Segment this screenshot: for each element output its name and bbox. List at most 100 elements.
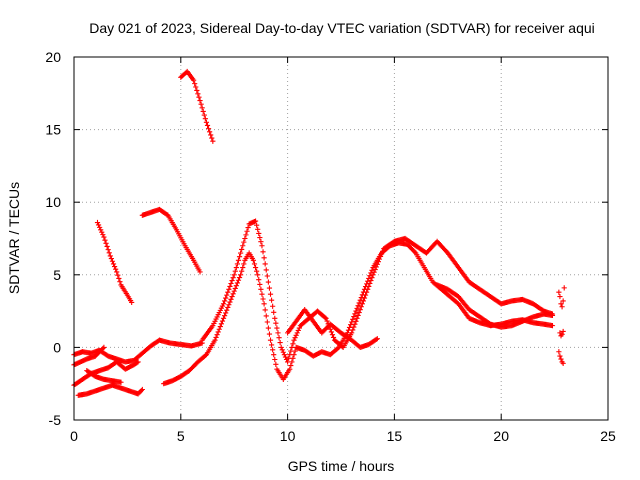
data-point: [558, 356, 564, 362]
data-point: [335, 345, 341, 351]
data-point: [245, 225, 251, 231]
data-point: [380, 248, 386, 254]
data-point: [371, 269, 377, 275]
data-point: [288, 362, 294, 369]
data-point: [258, 286, 264, 292]
data-point: [129, 299, 135, 305]
data-point: [275, 330, 281, 336]
data-series-s7: [75, 382, 145, 398]
data-point: [233, 283, 239, 289]
data-point: [355, 312, 361, 319]
data-point: [262, 261, 268, 267]
data-point: [224, 292, 230, 298]
data-point: [350, 327, 356, 333]
data-point: [202, 352, 208, 359]
data-point: [226, 286, 232, 292]
data-point: [351, 324, 357, 330]
data-point: [271, 352, 277, 358]
data-point: [352, 311, 358, 317]
data-point: [118, 379, 124, 385]
y-tick-label: -5: [49, 412, 62, 428]
data-series-s13: [556, 285, 567, 310]
data-point: [257, 281, 263, 288]
data-point: [250, 257, 257, 263]
x-tick-label: 5: [177, 428, 185, 444]
data-point: [200, 108, 206, 115]
data-point: [241, 239, 247, 245]
data-point: [291, 337, 297, 343]
data-point: [254, 222, 260, 228]
data-point: [236, 274, 243, 281]
data-series-s12: [434, 282, 556, 330]
data-point: [255, 226, 261, 232]
data-point: [279, 347, 285, 353]
data-point: [230, 291, 236, 297]
data-point: [194, 87, 200, 93]
data-series-s2: [139, 206, 203, 275]
data-point: [109, 258, 116, 264]
data-point: [260, 249, 266, 255]
y-tick-label: 15: [45, 122, 61, 138]
data-point: [377, 253, 384, 260]
data-series-s14: [557, 328, 566, 339]
data-point: [207, 129, 213, 135]
data-point: [201, 112, 207, 118]
grid-layer: [74, 57, 608, 420]
x-tick-label: 20: [493, 428, 509, 444]
data-point: [195, 91, 201, 97]
data-point: [556, 349, 562, 355]
data-point: [263, 313, 269, 319]
data-point: [259, 291, 265, 297]
data-point: [105, 247, 111, 253]
data-point: [268, 297, 275, 303]
data-point: [94, 219, 101, 226]
data-point: [232, 268, 238, 274]
data-point: [231, 272, 237, 278]
data-point: [282, 354, 289, 360]
data-point: [241, 261, 247, 267]
data-point: [202, 116, 208, 122]
data-point: [101, 344, 107, 350]
y-tick-label: 5: [53, 267, 61, 283]
data-series-s10: [199, 218, 556, 365]
data-point: [329, 332, 336, 338]
data-point: [113, 266, 119, 272]
data-point: [374, 336, 380, 342]
data-point: [111, 263, 118, 270]
data-point: [259, 243, 265, 249]
data-point: [323, 315, 329, 321]
data-layer: [71, 68, 567, 398]
data-point: [215, 329, 221, 335]
data-point: [255, 272, 261, 278]
data-point: [100, 232, 106, 238]
data-point: [356, 309, 362, 316]
data-point: [266, 285, 273, 291]
data-point: [351, 313, 357, 320]
data-point: [107, 253, 113, 259]
data-point: [285, 359, 291, 365]
data-point: [221, 298, 228, 304]
data-point: [223, 295, 229, 301]
data-point: [349, 330, 355, 336]
data-point: [270, 303, 276, 309]
data-point: [228, 280, 234, 287]
data-point: [560, 328, 566, 335]
data-point: [212, 337, 218, 343]
data-point: [412, 249, 418, 255]
data-point: [228, 296, 234, 302]
data-point: [205, 126, 212, 132]
data-series-s1: [178, 68, 216, 144]
data-point: [208, 132, 214, 138]
data-point: [233, 264, 239, 271]
chart-title: Day 021 of 2023, Sidereal Day-to-day VTE…: [89, 20, 595, 36]
data-point: [197, 269, 203, 275]
tick-layer: 0 5 10 15 20 25 -5 0 5 10 15 20: [45, 49, 616, 444]
data-point: [265, 325, 271, 331]
data-point: [217, 323, 223, 330]
data-point: [378, 251, 385, 257]
data-point: [276, 335, 282, 341]
data-series-s15: [556, 349, 566, 366]
data-point: [251, 261, 258, 267]
data-point: [557, 353, 563, 359]
